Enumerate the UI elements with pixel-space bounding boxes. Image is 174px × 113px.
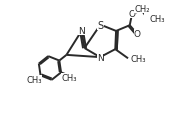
Text: O: O [129, 10, 136, 19]
Text: N: N [78, 27, 85, 36]
Text: S: S [97, 20, 104, 30]
Text: CH₃: CH₃ [26, 75, 42, 84]
Text: CH₃: CH₃ [149, 15, 165, 24]
Text: CH₃: CH₃ [61, 73, 77, 82]
Text: CH₃: CH₃ [130, 54, 146, 63]
Text: O: O [134, 30, 141, 39]
Text: CH₂: CH₂ [134, 5, 150, 14]
Text: N: N [97, 53, 104, 62]
